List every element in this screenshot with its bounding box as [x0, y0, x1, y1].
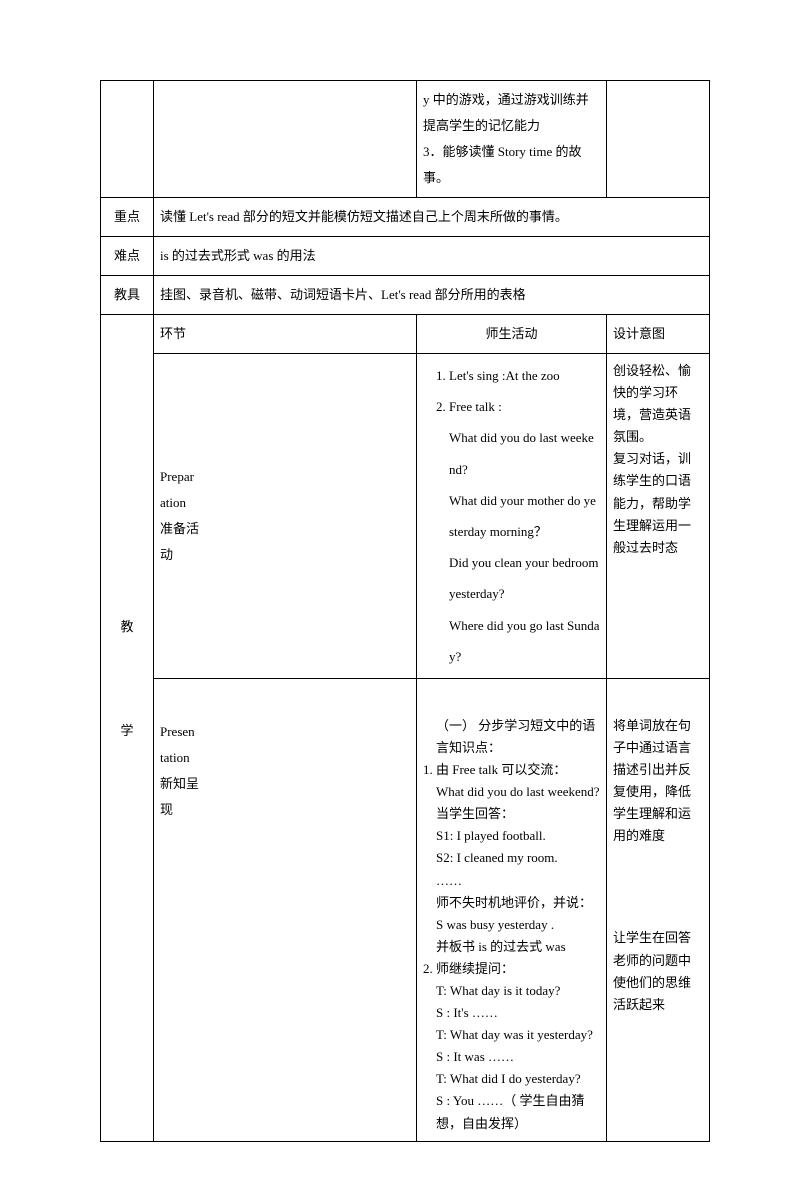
prep-stage-en: Preparation — [160, 464, 410, 516]
activity-line: What did you do last weekend? — [423, 422, 600, 484]
table-row: 难点 is 的过去式形式 was 的用法 — [101, 237, 710, 276]
empty-cell — [607, 81, 710, 198]
header-activity: 师生活动 — [417, 315, 607, 354]
pres-intent: 将单词放在句子中通过语言描述引出并反复使用，降低学生理解和运用的难度 让学生在回… — [607, 678, 710, 1141]
activity-line: What did your mother do yesterday mornin… — [423, 485, 600, 547]
activity-line: （一） 分步学习短文中的语言知识点： — [423, 715, 600, 759]
pres-stage-en: Presentation — [160, 719, 410, 771]
activity-line: S was busy yesterday . — [423, 914, 600, 936]
activity-line: T: What did I do yesterday? — [423, 1068, 600, 1090]
pres-stage: Presentation 新知呈现 — [154, 678, 417, 1141]
pres-activity: （一） 分步学习短文中的语言知识点： 1. 由 Free talk 可以交流： … — [417, 678, 607, 1141]
prep-stage-cn: 准备活动 — [160, 516, 410, 568]
activity-line: 师不失时机地评价，并说： — [423, 892, 600, 914]
intent-text: 将单词放在句子中通过语言描述引出并反复使用，降低学生理解和运用的难度 — [613, 715, 703, 848]
objective-text: 3．能够读懂 Story time 的故事。 — [423, 139, 600, 191]
prep-intent: 创设轻松、愉快的学习环境，营造英语氛围。 复习对话，训练学生的口语能力，帮助学生… — [607, 354, 710, 679]
activity-line: S : It was …… — [423, 1046, 600, 1068]
intent-text: 让学生在回答老师的问题中使他们的思维活跃起来 — [613, 927, 703, 1015]
teach-char: 教 — [107, 575, 147, 679]
prep-stage: Preparation 准备活动 — [154, 354, 417, 679]
empty-cell — [154, 81, 417, 198]
materials-text: 挂图、录音机、磁带、动词短语卡片、Let's read 部分所用的表格 — [154, 276, 710, 315]
table-row: Preparation 准备活动 1. Let's sing :At the z… — [101, 354, 710, 679]
activity-line: 1. Let's sing :At the zoo — [423, 360, 600, 391]
objective-text: y 中的游戏，通过游戏训练并提高学生的记忆能力 — [423, 87, 600, 139]
pres-stage-cn: 新知呈现 — [160, 771, 410, 823]
activity-line: S1: I played football. — [423, 825, 600, 847]
intent-text: 创设轻松、愉快的学习环境，营造英语氛围。 — [613, 360, 703, 448]
activity-line: S2: I cleaned my room. — [423, 847, 600, 869]
keypoint-label: 重点 — [101, 198, 154, 237]
empty-cell — [101, 81, 154, 198]
activity-line: Where did you go last Sunday? — [423, 610, 600, 672]
header-stage: 环节 — [154, 315, 417, 354]
teach-label: 教 学 — [101, 315, 154, 1142]
prep-activity: 1. Let's sing :At the zoo 2. Free talk :… — [417, 354, 607, 679]
table-row: Presentation 新知呈现 （一） 分步学习短文中的语言知识点： 1. … — [101, 678, 710, 1141]
difficulty-label: 难点 — [101, 237, 154, 276]
activity-line: 2. 师继续提问： — [423, 958, 600, 980]
activity-line: S : You ……（ 学生自由猜想，自由发挥） — [423, 1090, 600, 1134]
intent-text: 复习对话，训练学生的口语能力，帮助学生理解运用一般过去时态 — [613, 448, 703, 558]
objective-cell: y 中的游戏，通过游戏训练并提高学生的记忆能力 3．能够读懂 Story tim… — [417, 81, 607, 198]
difficulty-text: is 的过去式形式 was 的用法 — [154, 237, 710, 276]
lesson-plan-table: y 中的游戏，通过游戏训练并提高学生的记忆能力 3．能够读懂 Story tim… — [100, 80, 710, 1142]
table-row: 教具 挂图、录音机、磁带、动词短语卡片、Let's read 部分所用的表格 — [101, 276, 710, 315]
keypoint-text: 读懂 Let's read 部分的短文并能模仿短文描述自己上个周末所做的事情。 — [154, 198, 710, 237]
table-row: y 中的游戏，通过游戏训练并提高学生的记忆能力 3．能够读懂 Story tim… — [101, 81, 710, 198]
activity-line: 1. 由 Free talk 可以交流： — [423, 759, 600, 781]
activity-line: Did you clean your bedroom yesterday? — [423, 547, 600, 609]
activity-line: 2. Free talk : — [423, 391, 600, 422]
page-container: y 中的游戏，通过游戏训练并提高学生的记忆能力 3．能够读懂 Story tim… — [0, 0, 800, 1202]
activity-line: 并板书 is 的过去式 was — [423, 936, 600, 958]
activity-line: S : It's …… — [423, 1002, 600, 1024]
teach-char: 学 — [107, 679, 147, 783]
table-row: 重点 读懂 Let's read 部分的短文并能模仿短文描述自己上个周末所做的事… — [101, 198, 710, 237]
activity-line: …… — [423, 870, 600, 892]
header-intent: 设计意图 — [607, 315, 710, 354]
activity-line: T: What day was it yesterday? — [423, 1024, 600, 1046]
activity-line: What did you do last weekend? — [423, 781, 600, 803]
activity-line: 当学生回答： — [423, 803, 600, 825]
activity-line: T: What day is it today? — [423, 980, 600, 1002]
table-row: 教 学 环节 师生活动 设计意图 — [101, 315, 710, 354]
materials-label: 教具 — [101, 276, 154, 315]
